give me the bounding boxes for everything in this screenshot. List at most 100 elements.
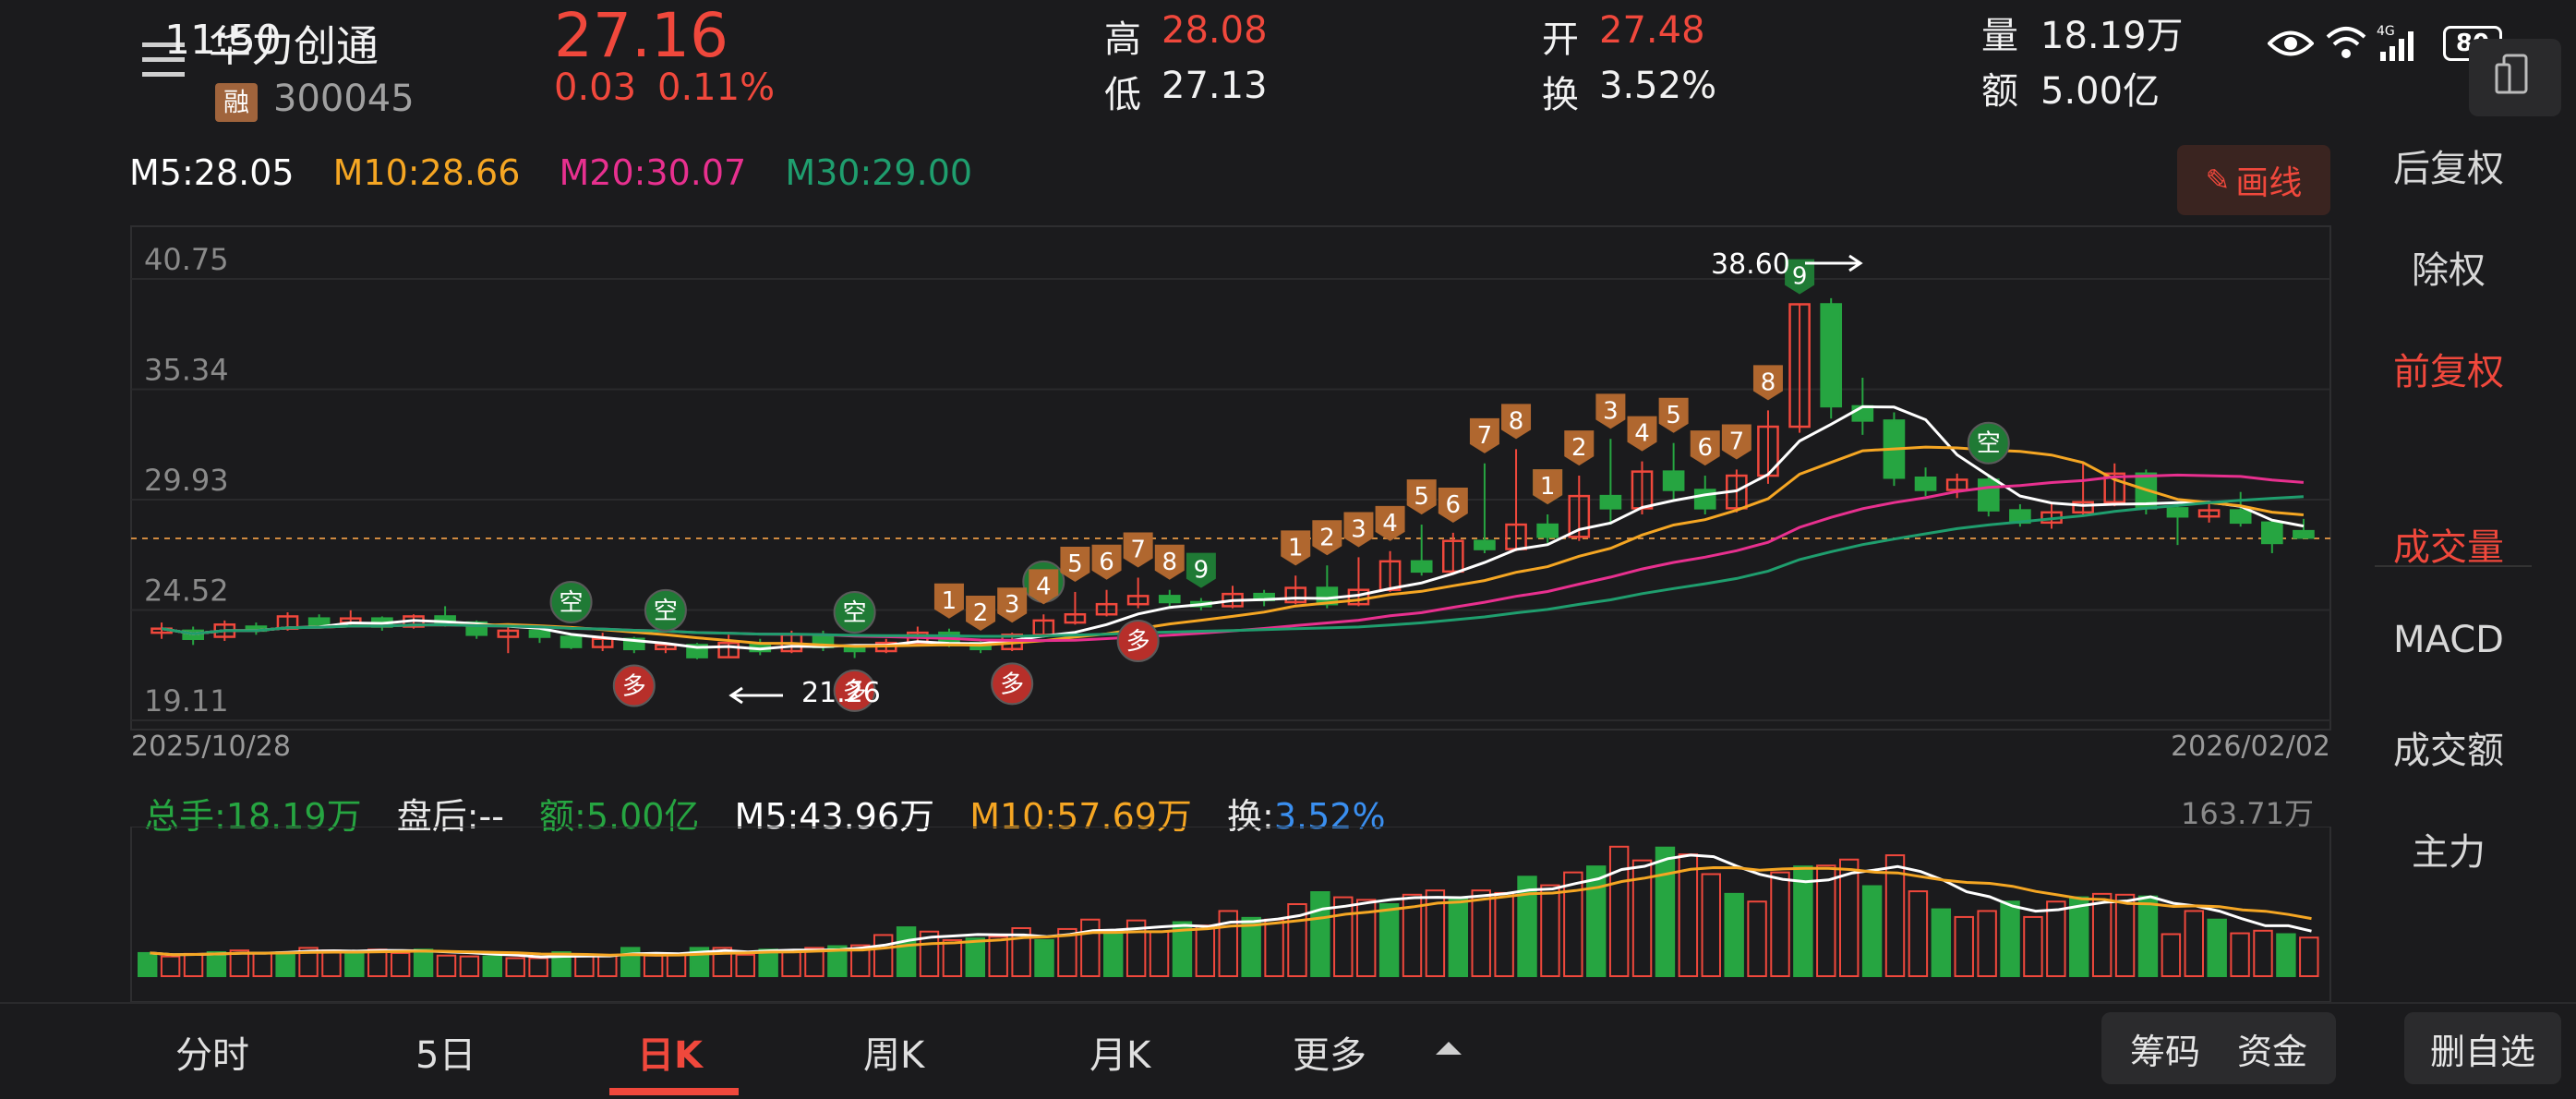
candle xyxy=(1851,405,1874,422)
volume-bar xyxy=(1701,873,1721,977)
volume-bar xyxy=(1378,903,1400,977)
volume-bar xyxy=(1954,915,1974,977)
signal-marker-label: 8 xyxy=(1761,368,1776,396)
caret-up-icon[interactable] xyxy=(1433,1038,1464,1062)
tab-daily-k[interactable]: 日K xyxy=(637,1034,703,1077)
signal-marker xyxy=(1343,512,1374,548)
draw-line-button[interactable]: ✎ 画线 xyxy=(2177,145,2330,215)
menu-icon[interactable] xyxy=(140,37,192,83)
candles xyxy=(150,297,2315,659)
side-item-6[interactable]: 主力 xyxy=(2412,831,2486,874)
signal-marker-label: 5 xyxy=(1666,402,1681,429)
volume-bar xyxy=(597,954,618,977)
volume-amount: 额:5.00亿 xyxy=(539,796,700,837)
volume-bar xyxy=(2207,918,2227,977)
volume-bar xyxy=(1149,930,1170,977)
volume-chart[interactable] xyxy=(0,827,2356,1002)
side-item-3[interactable]: 成交量 xyxy=(2393,526,2504,569)
candle xyxy=(2261,521,2283,545)
signal-marker xyxy=(1967,421,2010,465)
signal-marker-label: 9 xyxy=(1194,557,1210,585)
signal-marker-label: 多 xyxy=(843,678,867,706)
volume-bar xyxy=(2137,895,2159,977)
remove-watchlist-button[interactable]: 删自选 xyxy=(2404,1012,2561,1084)
tab-weekly-k[interactable]: 周K xyxy=(863,1034,925,1077)
ma20-label: M20:30.07 xyxy=(559,152,747,193)
ma5-label: M5:28.05 xyxy=(129,152,295,193)
tab-monthly-k[interactable]: 月K xyxy=(1089,1034,1151,1077)
candle xyxy=(1536,523,1559,538)
tab-more[interactable]: 更多 xyxy=(1293,1034,1366,1077)
candle xyxy=(1158,595,1181,604)
volume-bar xyxy=(1448,898,1469,977)
side-divider xyxy=(2375,565,2532,567)
price-grid xyxy=(131,278,2330,721)
signal-marker xyxy=(1658,397,1689,433)
volume-ma-lines xyxy=(150,853,2312,959)
candle xyxy=(2103,472,2126,504)
candle xyxy=(717,641,740,658)
volume-bar xyxy=(505,957,525,977)
volume-bar xyxy=(712,947,733,978)
signal-marker-label: 多 xyxy=(622,673,646,701)
high-arrow xyxy=(1805,254,1863,272)
signal-marker-label: 5 xyxy=(1067,550,1083,578)
signal-marker xyxy=(1060,547,1090,583)
price-axis: 40.75 35.34 29.93 24.52 19.11 xyxy=(144,242,229,719)
volume-bar xyxy=(1631,859,1653,978)
volume-value: 18.19万 xyxy=(2040,15,2184,57)
volume-bar xyxy=(1011,927,1031,978)
side-item-5[interactable]: 成交额 xyxy=(2393,730,2504,772)
side-item-0[interactable]: 后复权 xyxy=(2393,148,2504,190)
signal-marker-label: 空 xyxy=(560,589,584,617)
signal-marker-label: 2 xyxy=(973,599,989,627)
turnover-label: 换 xyxy=(1542,74,1579,116)
vol-m5: M5:43.96万 xyxy=(734,796,935,837)
price-change: 0.03 xyxy=(554,66,637,109)
volume-bar xyxy=(827,945,848,977)
signal-marker xyxy=(1501,404,1532,440)
side-item-2[interactable]: 前复权 xyxy=(2393,351,2504,393)
signal-marker xyxy=(1627,416,1657,452)
portrait-toggle-icon[interactable] xyxy=(2469,39,2561,116)
signal-marker-label: 1 xyxy=(1288,534,1304,562)
signal-marker xyxy=(549,580,593,623)
side-menu: 后复权除权前复权成交量 MACD 成交额主力 xyxy=(2356,129,2576,1002)
candle xyxy=(1945,478,1968,491)
signal-marker-label: 7 xyxy=(1477,422,1493,450)
signal-marker xyxy=(1564,430,1595,466)
volume-bar xyxy=(1402,893,1423,977)
signal-marker xyxy=(997,587,1028,623)
signal-marker xyxy=(933,583,964,619)
signal-marker xyxy=(966,596,996,632)
side-item-4[interactable]: MACD xyxy=(2393,619,2504,661)
side-item-1[interactable]: 除权 xyxy=(2412,249,2486,292)
date-start: 2025/10/28 xyxy=(131,731,291,763)
current-price: 27.16 xyxy=(554,0,728,71)
volume-bar xyxy=(1264,918,1284,977)
tab-5day[interactable]: 5日 xyxy=(415,1034,476,1077)
low-annotation: 21.26 xyxy=(801,677,881,709)
signal-marker xyxy=(1375,505,1405,541)
signal-marker-label: 4 xyxy=(1634,420,1650,448)
candle xyxy=(307,617,331,626)
volume-bar xyxy=(1540,884,1560,977)
signal-marker xyxy=(1312,520,1342,556)
candle xyxy=(2197,509,2221,518)
low-label: 低 xyxy=(1104,74,1141,116)
volume-bar xyxy=(1241,916,1261,977)
signal-marker xyxy=(1721,424,1751,460)
volume-bar xyxy=(1816,864,1836,977)
funds-button[interactable]: 资金 xyxy=(2237,1031,2308,1072)
volume-bar xyxy=(252,951,272,977)
chips-button[interactable]: 筹码 xyxy=(2129,1031,2200,1072)
low-arrow xyxy=(728,686,783,705)
candle xyxy=(1441,539,1464,574)
after-hours: 盘后:-- xyxy=(396,796,504,837)
ma10-line xyxy=(161,445,2305,648)
tab-intraday[interactable]: 分时 xyxy=(175,1034,249,1077)
signal-marker xyxy=(833,591,876,634)
volume-bar xyxy=(2253,929,2273,977)
signal-marker-label: 6 xyxy=(1697,434,1713,462)
